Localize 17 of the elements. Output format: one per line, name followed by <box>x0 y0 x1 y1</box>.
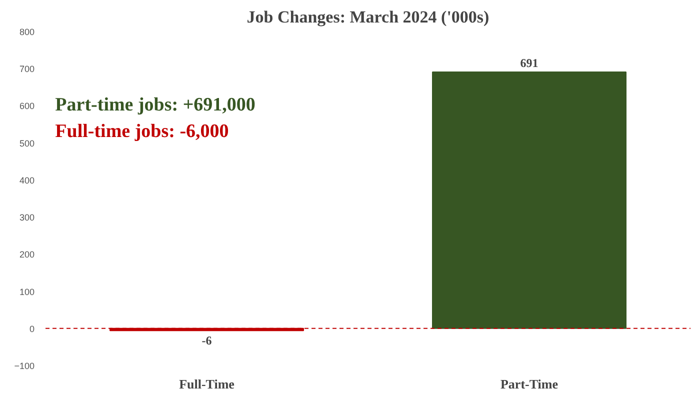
data-label: -6 <box>202 334 212 348</box>
y-tick-label: 100 <box>19 286 35 297</box>
y-tick-label: 700 <box>19 64 35 74</box>
x-tick-label: Full-Time <box>179 376 235 392</box>
y-tick-label: 300 <box>19 212 35 223</box>
y-tick-label: 600 <box>19 101 35 112</box>
annotation: Full-time jobs: -6,000 <box>55 121 229 142</box>
annotation: Part-time jobs: +691,000 <box>55 94 256 116</box>
x-tick-label: Part-Time <box>500 376 558 392</box>
data-label: 691 <box>520 56 538 70</box>
chart-title: Job Changes: March 2024 ('000s) <box>246 8 490 26</box>
y-tick-label: 500 <box>19 138 35 148</box>
y-tick-label: 0 <box>29 324 35 334</box>
y-tick-label: −100 <box>14 361 35 371</box>
y-tick-label: 400 <box>19 175 35 186</box>
y-tick-label: 800 <box>19 27 35 37</box>
y-tick-label: 200 <box>19 250 35 260</box>
